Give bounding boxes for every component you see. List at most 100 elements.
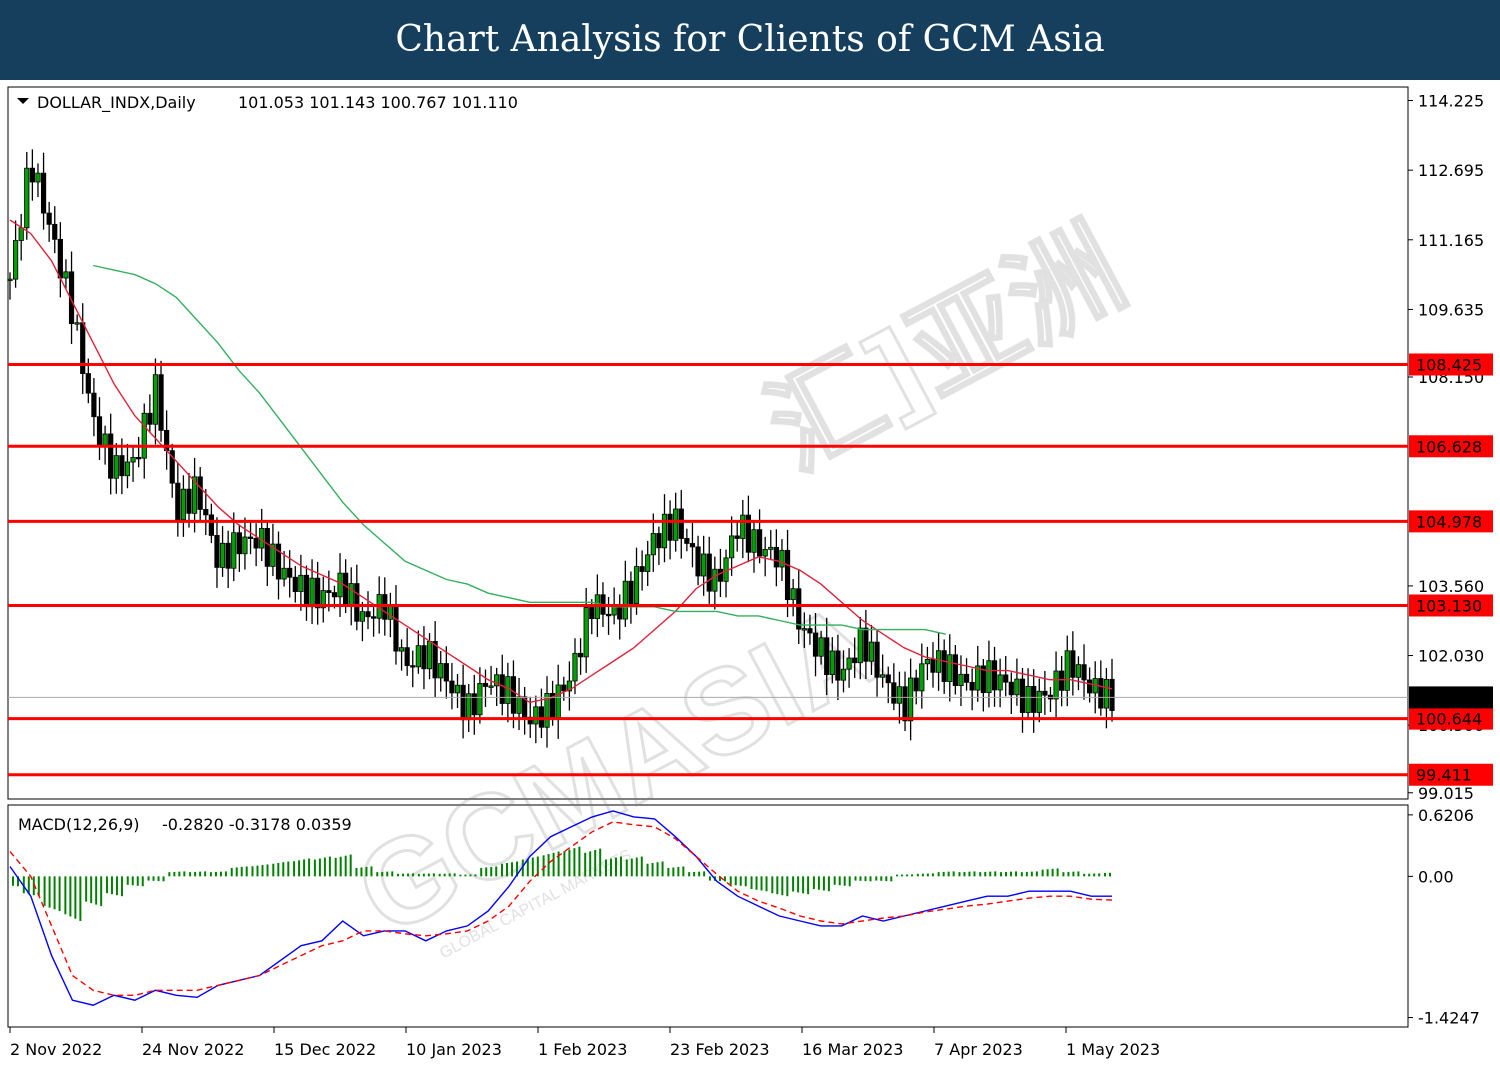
date-tick-label: 23 Feb 2023 xyxy=(670,1040,770,1059)
candle xyxy=(1087,679,1093,694)
candle xyxy=(191,476,198,514)
candle xyxy=(969,681,975,691)
candle xyxy=(930,659,936,673)
symbol-title: DOLLAR_INDX,Daily xyxy=(37,93,196,113)
candle xyxy=(633,566,640,604)
candle xyxy=(667,513,673,541)
chart-area: GCMASIA 汇]亚洲 GLOBAL CAPITAL MARKETS DOLL… xyxy=(7,86,1493,1059)
candle xyxy=(404,647,410,667)
candle xyxy=(650,533,656,556)
candle xyxy=(678,508,684,539)
candle xyxy=(29,167,35,183)
candle xyxy=(617,605,623,620)
candle xyxy=(432,641,438,679)
candle xyxy=(656,533,662,549)
candle xyxy=(393,604,399,652)
price-tick-label: 112.695 xyxy=(1418,161,1484,180)
sma-fast-line xyxy=(9,219,1113,704)
candle xyxy=(628,580,634,604)
candle xyxy=(1103,678,1110,709)
price-tick-label: 109.635 xyxy=(1418,300,1484,319)
candle xyxy=(555,684,561,719)
candle xyxy=(1019,678,1026,713)
candle xyxy=(919,663,925,692)
candle xyxy=(807,628,813,634)
candle xyxy=(673,508,679,541)
level-badge-label: 99.411 xyxy=(1416,766,1472,785)
candle xyxy=(91,392,97,418)
candle xyxy=(1031,685,1037,713)
candle xyxy=(499,674,505,704)
date-tick-label: 24 Nov 2022 xyxy=(142,1040,244,1059)
candle xyxy=(348,583,354,606)
date-tick-label: 10 Jan 2023 xyxy=(406,1040,502,1059)
candle xyxy=(136,456,142,460)
banner: Chart Analysis for Clients of GCM Asia xyxy=(0,0,1500,80)
level-badge xyxy=(1409,510,1493,533)
candle xyxy=(963,673,970,683)
candle xyxy=(980,665,986,694)
candle xyxy=(454,684,461,694)
date-tick-label: 2 Nov 2022 xyxy=(10,1040,102,1059)
date-tick-label: 1 May 2023 xyxy=(1066,1040,1160,1059)
level-badge-label: 100.644 xyxy=(1416,710,1482,729)
candle xyxy=(275,543,282,580)
candle xyxy=(225,542,231,569)
candle xyxy=(326,590,332,593)
candle xyxy=(426,641,433,670)
candle xyxy=(488,685,494,688)
candle xyxy=(40,172,47,214)
candle xyxy=(421,645,427,670)
candle xyxy=(1075,664,1082,678)
candle xyxy=(622,580,628,620)
level-badge xyxy=(1409,353,1493,376)
candle xyxy=(309,577,315,608)
candle xyxy=(768,546,774,550)
macd-panel xyxy=(7,804,1409,1028)
candle xyxy=(152,374,159,425)
candle xyxy=(315,577,321,609)
candle xyxy=(247,536,254,539)
candle xyxy=(924,659,931,665)
candle xyxy=(180,488,187,521)
macd-line xyxy=(9,810,1112,1006)
candle xyxy=(561,684,567,692)
candle xyxy=(1008,681,1014,696)
level-badge-label: 103.130 xyxy=(1416,596,1482,615)
macd-signal-line xyxy=(9,821,1113,996)
candle xyxy=(818,637,824,657)
candle xyxy=(1081,664,1087,681)
candle xyxy=(868,641,875,662)
candle xyxy=(695,546,701,577)
candle xyxy=(119,455,125,477)
candle xyxy=(18,227,24,241)
candle xyxy=(320,590,326,609)
candle xyxy=(242,536,248,555)
candle xyxy=(544,693,550,728)
dropdown-triangle-icon[interactable] xyxy=(17,98,29,104)
candle xyxy=(577,652,584,658)
candle xyxy=(365,611,371,618)
candle xyxy=(734,535,740,539)
candle xyxy=(812,632,819,657)
candle xyxy=(790,588,796,601)
candle xyxy=(991,660,998,691)
last-price-badge xyxy=(1409,686,1493,709)
macd-values: -0.2820 -0.3178 0.0359 xyxy=(162,815,352,834)
level-badge-label: 108.425 xyxy=(1416,355,1482,374)
macd-tick-label: 0.00 xyxy=(1418,867,1454,886)
candle xyxy=(952,654,958,686)
candle xyxy=(331,592,338,598)
candle xyxy=(880,674,886,678)
candle xyxy=(208,514,214,536)
candle xyxy=(510,676,517,714)
candle xyxy=(24,167,30,229)
candle xyxy=(359,611,366,622)
candle xyxy=(270,543,276,567)
candle xyxy=(958,673,964,686)
candle xyxy=(236,532,242,555)
candle xyxy=(1064,650,1070,691)
candle xyxy=(740,514,746,539)
candle xyxy=(1003,674,1009,683)
candle xyxy=(203,509,209,516)
